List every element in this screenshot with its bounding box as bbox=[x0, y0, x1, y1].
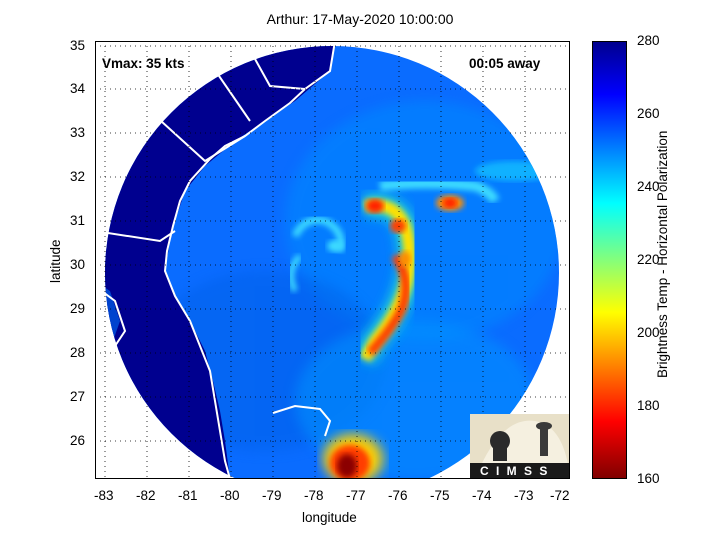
x-tick: -81 bbox=[178, 488, 198, 503]
x-tick: -76 bbox=[388, 488, 408, 503]
x-tick: -83 bbox=[94, 488, 114, 503]
x-tick: -82 bbox=[136, 488, 156, 503]
y-tick: 29 bbox=[70, 301, 86, 316]
x-tick: -79 bbox=[262, 488, 282, 503]
colorbar-tick: 220 bbox=[637, 252, 660, 267]
cimss-logo bbox=[470, 414, 570, 479]
colorbar-tick: 260 bbox=[637, 106, 660, 121]
x-tick: -77 bbox=[346, 488, 366, 503]
colorbar-tick: 160 bbox=[637, 471, 660, 486]
y-tick: 27 bbox=[70, 389, 86, 404]
x-tick: -74 bbox=[472, 488, 492, 503]
y-axis-label: latitude bbox=[48, 239, 63, 283]
colorbar-tick: 240 bbox=[637, 179, 660, 194]
time-away-label: 00:05 away bbox=[469, 56, 541, 71]
y-tick: 32 bbox=[70, 169, 86, 184]
colorbar-label: Brightness Temp - Horizontal Polarizatio… bbox=[655, 130, 670, 378]
vmax-label: Vmax: 35 kts bbox=[102, 56, 185, 71]
x-tick: -80 bbox=[220, 488, 240, 503]
satellite-swath bbox=[105, 46, 559, 484]
y-tick: 26 bbox=[70, 433, 86, 448]
logo-text: C I M S S bbox=[480, 464, 550, 478]
y-tick: 30 bbox=[70, 257, 86, 272]
lat-lon-grid bbox=[95, 41, 570, 479]
map-canvas bbox=[94, 40, 570, 484]
colorbar-tick: 180 bbox=[637, 398, 660, 413]
colorbar bbox=[592, 41, 627, 479]
x-tick: -73 bbox=[514, 488, 534, 503]
y-tick: 28 bbox=[70, 345, 86, 360]
y-tick: 31 bbox=[70, 213, 86, 228]
colorbar-gradient bbox=[593, 42, 626, 478]
map-title: Arthur: 17-May-2020 10:00:00 bbox=[266, 11, 454, 27]
x-tick: -78 bbox=[304, 488, 324, 503]
coastlines bbox=[94, 40, 336, 480]
y-tick: 34 bbox=[70, 81, 86, 96]
colorbar-tick: 280 bbox=[637, 33, 660, 48]
x-axis-label: longitude bbox=[302, 510, 357, 525]
microwave-map: Vmax: 35 kts 00:05 away C I M S S bbox=[94, 40, 570, 484]
colorbar-tick: 200 bbox=[637, 325, 660, 340]
x-tick: -72 bbox=[550, 488, 570, 503]
x-tick: -75 bbox=[430, 488, 450, 503]
y-tick: 33 bbox=[70, 125, 86, 140]
y-tick: 35 bbox=[70, 38, 86, 53]
